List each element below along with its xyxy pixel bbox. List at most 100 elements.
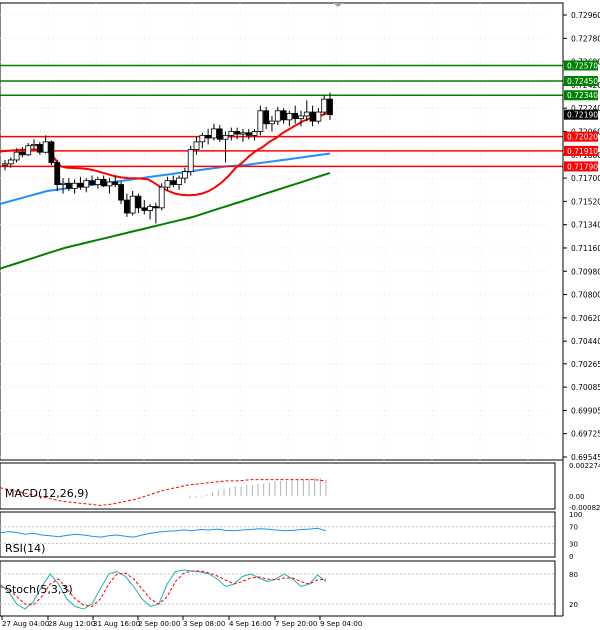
- candle-bull: [240, 132, 246, 135]
- current-price-bg: [564, 109, 598, 120]
- time-tick-label: 7 Sep 20:00: [275, 620, 317, 628]
- stoch-pane[interactable]: Stoch(5,3,3) 80 20: [0, 560, 578, 617]
- main-grid: [0, 3, 548, 460]
- macd-pane[interactable]: MACD(12,26,9) 0.002274 0.00 -0.00082: [0, 462, 600, 512]
- candle-bull: [286, 112, 293, 121]
- price-tick-label: 0.70085: [571, 383, 600, 392]
- time-tick-label: 9 Sep 04:00: [320, 620, 362, 628]
- moving-average-green: [0, 171, 331, 270]
- candle-bear: [205, 134, 212, 139]
- rsi-pane[interactable]: RSI(14) 100 70 30 0: [0, 511, 582, 561]
- moving-average-blue: [0, 152, 331, 205]
- candle-bear: [65, 182, 72, 189]
- candle-bull: [269, 120, 275, 125]
- candle-bear: [141, 207, 148, 211]
- candle-bear: [280, 110, 287, 121]
- rsi-pane-frame: [0, 511, 556, 558]
- rsi-label: RSI(14): [5, 542, 45, 555]
- candle-bear: [112, 181, 119, 185]
- ma-green-line: [0, 171, 331, 270]
- candle-bull: [211, 128, 217, 139]
- candle-bear: [263, 110, 270, 125]
- candle-bear: [19, 151, 26, 156]
- candle-bull: [228, 131, 235, 136]
- candlestick-series: [2, 92, 333, 224]
- current-price-tag: 0.72190: [564, 109, 598, 120]
- candle-bull: [94, 178, 101, 185]
- time-tick-label: 31 Aug 16:00: [93, 620, 140, 628]
- level-tag-label: 0.72340: [567, 91, 598, 100]
- stoch-label: Stoch(5,3,3): [5, 583, 73, 596]
- time-tick-label: 2 Sep 00:00: [138, 620, 180, 628]
- candle-bull: [25, 145, 32, 156]
- ma-blue-line: [0, 152, 331, 205]
- rsi-scale-label: 70: [569, 524, 578, 532]
- candle-bull: [187, 149, 194, 173]
- candle-bear: [170, 180, 177, 185]
- price-tick-label: 0.72240: [571, 104, 600, 113]
- candle-bull: [257, 110, 264, 132]
- price-tick-label: 0.69545: [571, 453, 600, 462]
- candle-bull: [164, 180, 171, 188]
- level-tag-bg: [564, 90, 598, 101]
- price-tick-label: 0.70265: [571, 360, 600, 369]
- price-tick-label: 0.69725: [571, 430, 600, 439]
- candle-bull: [83, 180, 90, 188]
- stoch-lines: [0, 569, 327, 610]
- rsi-scale: 100 70 30 0: [569, 511, 582, 561]
- moving-average-red: [0, 111, 331, 197]
- price-tick-label: 0.71160: [571, 244, 600, 253]
- candle-bull: [303, 111, 310, 117]
- price-tick-label: 0.70620: [571, 314, 600, 323]
- candle-bear: [89, 180, 95, 185]
- macd-scale: 0.002274 0.00 -0.00082: [569, 462, 600, 512]
- current-price-label: 0.72190: [567, 111, 598, 120]
- level-tags: 0.72570 0.72450 0.72340 0.72020 0.71910 0.717…: [564, 60, 598, 172]
- level-tag-label: 0.71910: [567, 147, 598, 156]
- candle-bear: [48, 141, 55, 163]
- price-tick-label: 0.71520: [571, 197, 600, 206]
- candle-bull: [147, 206, 153, 211]
- candle-bull: [321, 98, 328, 113]
- price-tick-label: 0.71700: [571, 174, 600, 183]
- support-resistance-lines: [0, 64, 563, 168]
- candle-bull: [71, 182, 78, 189]
- main-price-pane[interactable]: [0, 2, 564, 461]
- level-tag-bg: [564, 145, 598, 156]
- candle-bull: [158, 186, 165, 209]
- macd-label: MACD(12,26,9): [5, 487, 89, 500]
- stoch-d-line: [0, 570, 327, 608]
- rsi-scale-label: 100: [569, 511, 582, 519]
- candle-bull: [193, 141, 200, 151]
- level-tag-label: 0.71790: [567, 162, 598, 171]
- stoch-scale: 80 20: [569, 571, 578, 609]
- macd-signal-polyline: [0, 479, 327, 506]
- candle-bull: [60, 182, 66, 185]
- candle-bear: [54, 162, 61, 185]
- candle-bear: [309, 111, 316, 122]
- candle-bull: [199, 134, 206, 143]
- price-tick-label: 0.70980: [571, 267, 600, 276]
- time-tick-label: 4 Sep 16:00: [229, 620, 271, 628]
- level-tag-bg: [564, 60, 598, 71]
- macd-histogram: [189, 478, 327, 499]
- macd-scale-label: 0.002274: [569, 462, 600, 470]
- price-tick-label: 0.70440: [571, 337, 600, 346]
- level-tag-bg: [564, 131, 598, 142]
- candle-bear: [152, 206, 159, 209]
- candle-bull: [2, 163, 8, 166]
- price-tick-label: 0.72780: [571, 34, 600, 43]
- candle-bear: [135, 195, 142, 209]
- candle-bull: [31, 144, 37, 147]
- ma-red-line: [0, 111, 331, 197]
- level-tag-label: 0.72450: [567, 77, 598, 86]
- candle-bull: [274, 110, 281, 122]
- rsi-scale-label: 30: [569, 540, 578, 548]
- candle-bull: [129, 195, 136, 214]
- candle-bull: [176, 177, 183, 185]
- candle-bear: [118, 184, 124, 201]
- stoch-scale-label: 20: [569, 601, 578, 609]
- level-tag-bg: [564, 76, 598, 87]
- candle-bull: [106, 181, 113, 187]
